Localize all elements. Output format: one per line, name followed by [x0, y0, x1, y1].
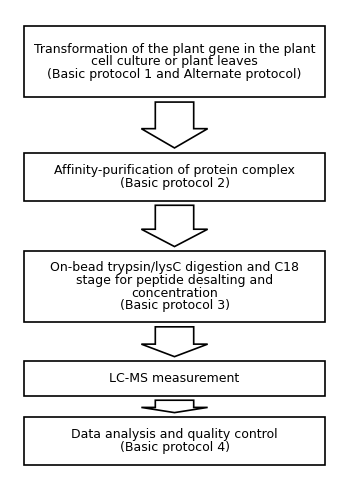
Text: concentration: concentration — [131, 286, 218, 300]
Polygon shape — [141, 400, 208, 412]
Text: (Basic protocol 2): (Basic protocol 2) — [119, 176, 230, 190]
Bar — [24, 417, 325, 466]
Bar — [24, 251, 325, 322]
Text: stage for peptide desalting and: stage for peptide desalting and — [76, 274, 273, 287]
Bar — [24, 152, 325, 200]
Polygon shape — [141, 206, 208, 246]
Bar — [24, 361, 325, 396]
Text: Transformation of the plant gene in the plant: Transformation of the plant gene in the … — [34, 42, 315, 56]
Text: cell culture or plant leaves: cell culture or plant leaves — [91, 56, 258, 68]
Text: On-bead trypsin/lysC digestion and C18: On-bead trypsin/lysC digestion and C18 — [50, 261, 299, 274]
Polygon shape — [141, 327, 208, 356]
Text: (Basic protocol 4): (Basic protocol 4) — [119, 441, 230, 454]
Text: (Basic protocol 3): (Basic protocol 3) — [119, 300, 230, 312]
Text: Data analysis and quality control: Data analysis and quality control — [71, 428, 278, 442]
Bar — [24, 26, 325, 98]
Polygon shape — [141, 102, 208, 148]
Text: (Basic protocol 1 and Alternate protocol): (Basic protocol 1 and Alternate protocol… — [47, 68, 302, 82]
Text: LC-MS measurement: LC-MS measurement — [109, 372, 240, 385]
Text: Affinity-purification of protein complex: Affinity-purification of protein complex — [54, 164, 295, 176]
